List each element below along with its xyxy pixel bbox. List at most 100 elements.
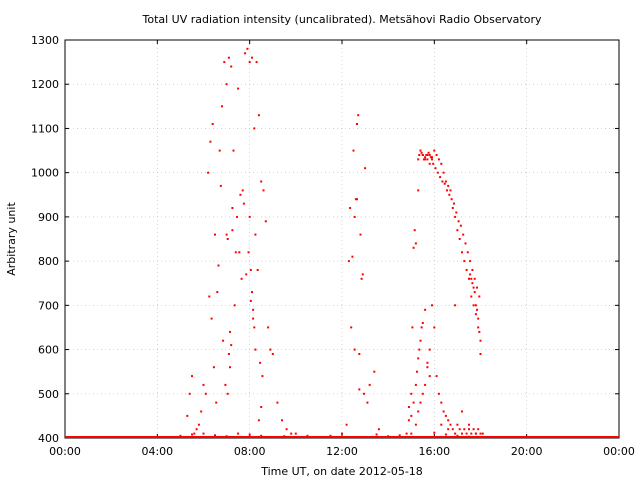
data-point <box>247 251 250 254</box>
data-point <box>419 149 422 152</box>
data-point <box>195 428 198 431</box>
data-point <box>230 344 233 347</box>
data-point <box>463 428 466 431</box>
data-point <box>464 242 467 245</box>
data-point <box>238 251 241 254</box>
data-point <box>191 375 193 378</box>
data-point <box>470 277 473 280</box>
data-point <box>405 432 408 435</box>
data-point <box>417 158 420 161</box>
x-tick-label: 20:00 <box>511 445 543 458</box>
data-point <box>435 154 438 156</box>
data-point <box>421 154 424 156</box>
data-point <box>437 392 440 395</box>
data-point <box>204 392 207 395</box>
data-point <box>417 410 420 413</box>
data-point <box>431 304 433 307</box>
data-point <box>224 383 227 386</box>
data-point <box>227 353 230 355</box>
data-point <box>207 171 210 174</box>
y-tick-label: 1100 <box>31 122 59 135</box>
data-point <box>276 401 279 404</box>
data-point <box>360 277 363 280</box>
data-point <box>232 149 235 152</box>
data-point <box>219 184 222 187</box>
data-point <box>407 406 410 408</box>
data-point <box>413 229 416 232</box>
data-point <box>223 61 226 64</box>
data-point <box>428 375 431 378</box>
x-axis-label: Time UT, on date 2012-05-18 <box>260 465 423 478</box>
data-point <box>193 432 196 435</box>
data-point <box>264 220 267 223</box>
data-point <box>351 255 354 258</box>
data-point <box>471 282 474 285</box>
data-point <box>454 215 457 218</box>
data-point <box>236 215 238 218</box>
data-point <box>473 291 476 294</box>
data-point <box>474 313 477 316</box>
data-point <box>226 392 229 395</box>
data-point <box>479 432 482 435</box>
data-point <box>442 410 445 413</box>
data-point <box>458 238 461 240</box>
data-point <box>398 434 401 437</box>
data-point <box>442 171 445 174</box>
data-point <box>454 432 457 435</box>
grid-lines <box>65 40 619 438</box>
data-point <box>424 158 427 161</box>
data-point <box>477 326 480 329</box>
data-point <box>347 260 350 263</box>
data-point <box>241 189 244 192</box>
data-point <box>358 353 361 355</box>
data-point <box>420 151 423 154</box>
data-point <box>329 434 332 437</box>
data-point <box>354 198 357 201</box>
data-point <box>444 180 447 183</box>
data-point <box>260 406 263 408</box>
data-point <box>179 434 182 437</box>
data-point <box>356 198 358 201</box>
data-point <box>472 428 475 431</box>
data-point <box>421 392 424 395</box>
data-point <box>229 330 231 333</box>
x-tick-label: 16:00 <box>418 445 450 458</box>
data-point <box>245 273 248 276</box>
data-point <box>237 87 240 90</box>
data-point <box>197 423 200 426</box>
y-tick-label: 600 <box>38 344 59 357</box>
data-point <box>457 220 460 223</box>
data-point <box>414 423 417 426</box>
data-point <box>426 366 429 369</box>
data-point <box>434 167 437 170</box>
data-point <box>210 317 213 320</box>
data-point <box>229 366 231 369</box>
data-point <box>244 52 247 55</box>
data-point <box>476 286 478 289</box>
data-point <box>225 233 228 236</box>
data-point <box>257 114 260 117</box>
data-point <box>410 414 413 417</box>
data-point <box>447 428 450 431</box>
data-point <box>202 432 205 435</box>
data-point <box>440 423 443 426</box>
data-point <box>456 423 459 426</box>
data-point <box>453 202 455 205</box>
data-point <box>432 162 435 165</box>
chart-title: Total UV radiation intensity (uncalibrat… <box>142 13 542 26</box>
data-points <box>179 47 484 439</box>
data-point <box>252 308 255 311</box>
data-point <box>447 184 450 187</box>
data-point <box>481 432 484 435</box>
data-point <box>414 383 417 386</box>
data-point <box>373 370 376 373</box>
data-point <box>431 156 433 159</box>
data-point <box>473 277 476 280</box>
data-point <box>377 428 380 431</box>
data-point <box>424 383 427 386</box>
data-point <box>271 353 274 355</box>
x-tick-label: 04:00 <box>141 445 173 458</box>
data-point <box>242 202 245 205</box>
data-point <box>251 291 253 294</box>
data-point <box>227 56 230 59</box>
